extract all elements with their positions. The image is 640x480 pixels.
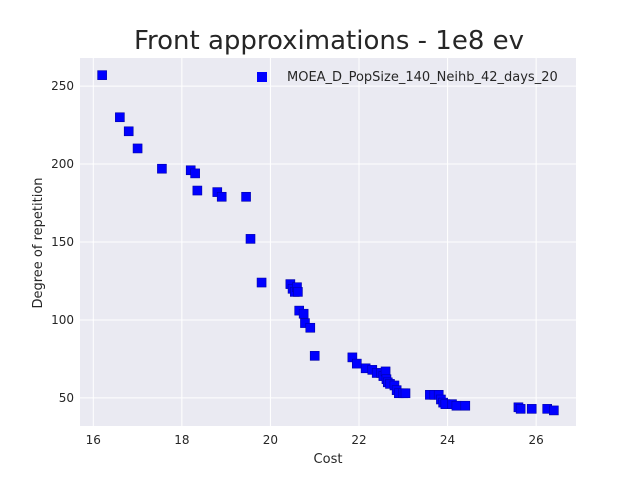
data-point [305, 322, 316, 333]
scatter-points [97, 70, 559, 416]
data-point [256, 277, 267, 288]
y-tick-label: 150 [51, 235, 74, 249]
data-point [549, 405, 559, 416]
data-point [245, 234, 256, 244]
x-tick-label: 24 [440, 433, 455, 447]
data-point [515, 404, 526, 414]
data-point [123, 126, 134, 137]
data-point [309, 351, 320, 361]
x-tick-label: 26 [529, 433, 544, 447]
y-gridlines [80, 85, 576, 399]
legend: MOEA_D_PopSize_140_Neihb_42_days_20 [257, 70, 558, 85]
data-point [190, 168, 200, 179]
data-point [216, 191, 227, 202]
data-point [157, 163, 167, 174]
data-point [451, 400, 462, 411]
data-point [115, 112, 125, 123]
legend-label: MOEA_D_PopSize_140_Neihb_42_days_20 [287, 70, 558, 85]
data-point [241, 191, 251, 202]
data-point [460, 400, 471, 411]
x-tick-labels: 16 18 20 22 24 26 [86, 433, 544, 447]
x-tick-label: 22 [351, 433, 366, 447]
x-tick-label: 18 [174, 433, 189, 447]
chart-title: Front approximations - 1e8 ev [134, 26, 524, 56]
data-point [351, 358, 362, 369]
x-tick-label: 16 [86, 433, 101, 447]
data-point [192, 185, 203, 196]
y-tick-label: 200 [51, 157, 74, 171]
data-point [293, 287, 303, 297]
x-tick-label: 20 [263, 433, 278, 447]
data-point [400, 388, 411, 399]
y-tick-label: 100 [51, 313, 74, 327]
data-point [298, 308, 309, 319]
x-axis-label: Cost [314, 452, 343, 467]
y-tick-label: 250 [51, 79, 74, 93]
data-point [97, 70, 107, 80]
data-point [526, 404, 537, 414]
y-axis-label: Degree of repetition [31, 177, 46, 308]
y-tick-label: 50 [59, 391, 74, 405]
data-point [132, 143, 143, 154]
legend-marker [257, 72, 267, 82]
y-tick-labels: 50 100 150 200 250 [51, 79, 74, 405]
